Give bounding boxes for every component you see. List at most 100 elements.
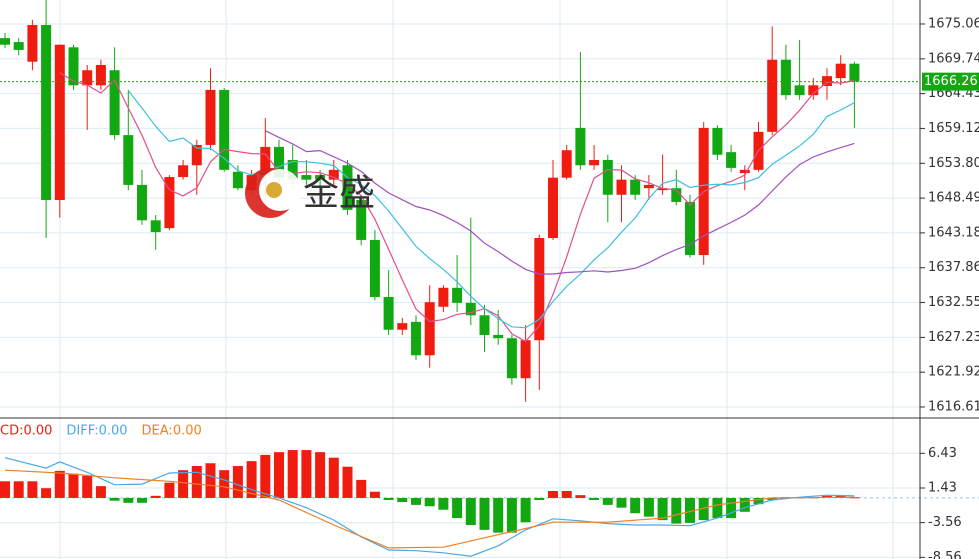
- macd-bar: [232, 466, 243, 498]
- candle-body: [548, 177, 558, 238]
- candle-body: [726, 152, 737, 168]
- macd-bar: [739, 497, 750, 512]
- candle-body: [561, 150, 572, 178]
- candle-body: [452, 287, 463, 303]
- macd-bar: [397, 497, 408, 503]
- macd-bar: [13, 481, 24, 498]
- candle-body: [411, 321, 421, 356]
- candle-body: [219, 89, 230, 170]
- candle-body: [643, 184, 654, 189]
- candle-body: [657, 188, 668, 191]
- macd-bar: [575, 495, 586, 498]
- candle-body: [260, 146, 271, 176]
- candle-body: [191, 144, 202, 166]
- legend-entry: CD:0.00: [0, 424, 52, 439]
- candle-body: [342, 165, 353, 210]
- moving-average-line: [265, 130, 855, 275]
- candle-body: [438, 287, 449, 307]
- candle-body: [739, 169, 750, 174]
- macd-bar: [493, 497, 504, 533]
- y-tick-label: 1669.74: [928, 51, 979, 66]
- macd-bar: [178, 470, 189, 498]
- candle-body: [328, 169, 339, 180]
- candle-body: [794, 85, 805, 96]
- macd-bar: [246, 461, 257, 498]
- y-tick-label: 1621.92: [928, 365, 979, 380]
- candle-body: [712, 127, 723, 155]
- axis-layer: 1675.061669.741664.431659.121653.801648.…: [0, 16, 979, 559]
- candle-body: [575, 127, 586, 166]
- candle-body: [82, 70, 93, 86]
- y-tick-label: 6.43: [928, 446, 957, 461]
- macd-bar: [68, 473, 79, 498]
- macd-bar: [41, 488, 52, 498]
- watermark-text: 金盛: [303, 173, 375, 214]
- y-tick-label: 1.43: [928, 481, 957, 496]
- macd-bar: [54, 470, 65, 498]
- macd-bar: [589, 497, 600, 501]
- candle-body: [493, 334, 504, 339]
- macd-bar: [411, 497, 421, 505]
- candle-body: [150, 220, 161, 233]
- candle-body: [534, 237, 545, 341]
- candle-body: [808, 85, 819, 96]
- macd-bar: [191, 466, 202, 498]
- y-tick-label: 1643.18: [928, 225, 979, 240]
- macd-bar: [438, 497, 449, 510]
- y-tick-label: 1653.80: [928, 156, 979, 171]
- candle-body: [356, 199, 367, 240]
- macd-bar: [301, 450, 312, 498]
- macd-bar: [671, 497, 682, 524]
- macd-line: [4, 469, 855, 549]
- last-price-label: 1666.26: [924, 74, 978, 89]
- y-tick-label: 1648.49: [928, 191, 979, 206]
- macd-bar: [465, 497, 476, 525]
- candle-body: [397, 323, 408, 330]
- macd-bar: [369, 491, 380, 498]
- candle-body: [41, 25, 52, 200]
- candle-body: [424, 302, 435, 356]
- candle-body: [54, 44, 65, 200]
- macd-bar: [630, 497, 641, 514]
- macd-line: [4, 457, 855, 557]
- candle-body: [13, 42, 24, 50]
- macd-bar: [219, 470, 230, 498]
- candle-body: [383, 296, 394, 330]
- macd-bar: [109, 497, 120, 501]
- candle-body: [520, 340, 531, 379]
- candle-body: [301, 175, 312, 180]
- macd-bar: [287, 450, 298, 498]
- logo-dot: [266, 182, 282, 198]
- legend-entry: DIFF:0.00: [66, 424, 127, 439]
- macd-bar: [616, 497, 627, 508]
- candle-body: [27, 25, 38, 62]
- candle-body: [616, 179, 627, 195]
- macd-bar: [123, 497, 134, 503]
- macd-bar: [520, 497, 531, 523]
- macd-bar: [205, 463, 216, 498]
- macd-bar: [726, 497, 737, 519]
- macd-bar: [548, 490, 558, 498]
- watermark-logo: [245, 168, 301, 218]
- macd-bar: [342, 466, 353, 498]
- macd-bar: [137, 497, 147, 503]
- macd-bar: [164, 482, 175, 498]
- y-tick-label: 1637.86: [928, 260, 979, 275]
- macd-bar: [479, 497, 490, 530]
- macd-bar: [424, 497, 435, 507]
- candle-body: [123, 135, 134, 185]
- macd-bar: [753, 497, 764, 505]
- macd-bar: [506, 497, 517, 533]
- candle-body: [630, 179, 641, 195]
- macd-bar: [767, 497, 778, 501]
- macd-bar: [657, 497, 668, 521]
- candle-body: [602, 160, 613, 195]
- last-price-box: [922, 72, 979, 91]
- macd-bar: [260, 454, 271, 498]
- candle-body: [822, 76, 832, 86]
- candle-body: [178, 165, 189, 178]
- macd-bar: [82, 475, 93, 498]
- candle-body: [205, 89, 216, 145]
- y-tick-label: 1675.06: [928, 16, 979, 31]
- y-tick-label: 1659.12: [928, 121, 979, 136]
